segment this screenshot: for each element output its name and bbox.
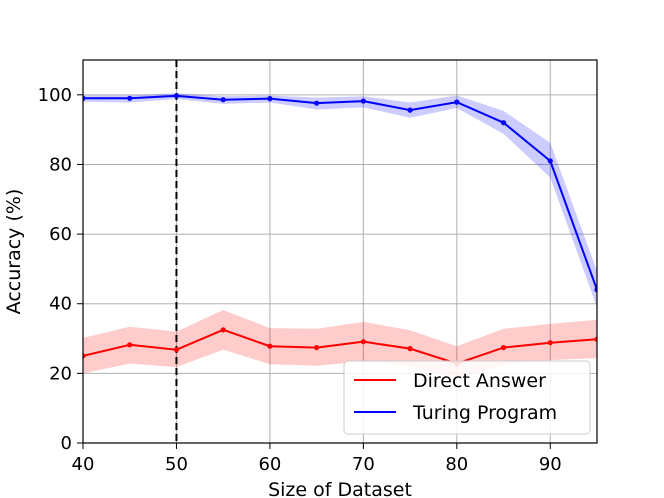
- legend: Direct Answer Turing Program: [343, 360, 591, 435]
- y-tick-label: 80: [49, 154, 72, 175]
- confidence-band-1: [83, 93, 597, 308]
- data-point: [594, 336, 597, 342]
- data-point: [454, 99, 460, 105]
- data-point: [594, 287, 597, 293]
- x-tick-label: 60: [258, 454, 281, 475]
- data-point: [360, 98, 366, 104]
- data-point: [83, 95, 86, 101]
- x-tick-label: 80: [445, 454, 468, 475]
- data-point: [407, 346, 413, 352]
- data-point: [220, 97, 226, 103]
- data-point: [127, 342, 133, 348]
- y-tick-label: 60: [49, 224, 72, 245]
- y-tick-label: 40: [49, 294, 72, 315]
- data-point: [173, 347, 180, 353]
- x-tick-label: 90: [539, 454, 562, 475]
- data-point: [83, 353, 86, 359]
- y-axis-label: Accuracy (%): [3, 189, 25, 315]
- series-points: [83, 93, 597, 367]
- data-point: [267, 343, 273, 349]
- series-line-0: [83, 328, 597, 365]
- x-axis-label: Size of Dataset: [268, 479, 412, 498]
- y-tick-label: 20: [49, 363, 72, 384]
- series-line-1: [83, 94, 597, 291]
- data-point: [314, 344, 320, 351]
- data-point: [173, 93, 180, 99]
- legend-box: [343, 360, 591, 435]
- data-point: [500, 344, 507, 351]
- data-point: [547, 158, 553, 164]
- legend-label: Turing Program: [412, 402, 557, 424]
- axis-ticks: 40 50 60 70 80 90 0 20 40 60 80 100: [38, 85, 562, 475]
- y-tick-label: 100: [38, 85, 72, 106]
- x-tick-label: 50: [165, 454, 188, 475]
- data-point: [360, 339, 366, 345]
- data-point: [267, 96, 273, 102]
- legend-label: Direct Answer: [413, 370, 546, 392]
- data-point: [127, 95, 133, 101]
- x-tick-label: 40: [72, 454, 95, 475]
- data-point: [220, 327, 226, 333]
- series-lines: [83, 94, 597, 365]
- data-point: [547, 340, 553, 346]
- plot-frame: [82, 59, 598, 444]
- y-tick-label: 0: [61, 433, 72, 454]
- data-point: [314, 100, 320, 106]
- x-tick-label: 70: [352, 454, 375, 475]
- data-point: [407, 107, 413, 113]
- data-point: [500, 120, 507, 126]
